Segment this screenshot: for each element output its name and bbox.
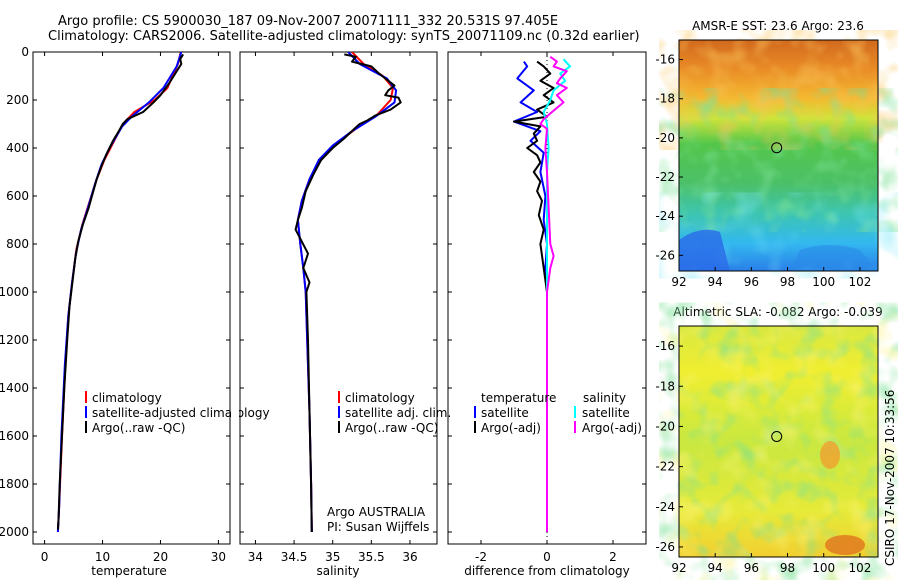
- sst-argo-location-marker: [771, 142, 783, 154]
- map-x-tick-label: 96: [744, 561, 759, 575]
- sla-argo-location-marker: [771, 431, 783, 442]
- sla-map-ticks: 92 94 96 98 100 102 -16 -18 -20 -22 -24 -26: [655, 339, 871, 575]
- y-tick-label: 200: [6, 93, 29, 107]
- x-tick-label: 10: [95, 550, 110, 564]
- map-x-tick-label: 96: [744, 275, 759, 289]
- sst-map-ticks: 92 94 96 98 100 102 -16 -18 -20 -22 -24 -26: [655, 53, 871, 289]
- series-line-argo-raw-qc-: [294, 53, 402, 533]
- difference-lines: [513, 55, 572, 532]
- map-y-tick-label: -22: [655, 170, 675, 184]
- map-y-tick-label: -26: [655, 540, 675, 554]
- series-line-argo-raw-qc-: [56, 53, 184, 530]
- y-tick-label: 1200: [0, 333, 29, 347]
- sla-map-frame: [678, 325, 879, 558]
- y-tick-label: 600: [6, 189, 29, 203]
- sst-map-frame: [678, 39, 879, 272]
- map-x-tick-label: 94: [708, 561, 723, 575]
- map-x-tick-label: 92: [671, 561, 686, 575]
- difference-xlabel: difference from climatology: [464, 564, 630, 578]
- x-tick-label: 35: [325, 550, 340, 564]
- legend-label-satellite: satellite adj. clim.: [345, 406, 451, 420]
- y-tick-label: 1800: [0, 477, 29, 491]
- legend-label-sal-satellite: satellite: [582, 406, 630, 420]
- figure-title-line1: Argo profile: CS 5900030_187 09-Nov-2007…: [58, 14, 559, 29]
- legend-label-argo: Argo(..raw -QC): [345, 421, 438, 435]
- salinity-lines: [294, 52, 402, 533]
- y-tick-label: 400: [6, 141, 29, 155]
- map-y-tick-label: -20: [655, 419, 675, 433]
- difference-legend: temperature satellite Argo(-adj) salinit…: [474, 391, 642, 435]
- legend-label-climatology: climatology: [345, 391, 415, 405]
- temperature-axes-frame: [32, 51, 231, 545]
- y-tick-label: 1000: [0, 285, 29, 299]
- map-y-tick-label: -16: [655, 339, 675, 353]
- map-y-tick-label: -24: [655, 209, 675, 223]
- map-x-tick-label: 100: [812, 275, 835, 289]
- x-tick-label: 2: [609, 550, 617, 564]
- difference-ticks: -2 0 2: [448, 51, 646, 564]
- map-y-tick-label: -24: [655, 500, 675, 514]
- y-tick-label: 800: [6, 237, 29, 251]
- temperature-lines: [56, 52, 184, 533]
- map-y-tick-label: -18: [655, 92, 675, 106]
- argo-annotation-line1: Argo AUSTRALIA: [327, 505, 426, 519]
- map-x-tick-label: 92: [671, 275, 686, 289]
- map-x-tick-label: 94: [708, 275, 723, 289]
- map-y-tick-label: -26: [655, 248, 675, 262]
- legend-label-climatology: climatology: [92, 391, 162, 405]
- x-tick-label: 0: [41, 550, 49, 564]
- legend-heading-temperature: temperature: [481, 391, 556, 405]
- series-line-salinity-argo-adj-: [539, 55, 568, 532]
- x-tick-label: 35.5: [358, 550, 385, 564]
- map-x-tick-label: 102: [848, 275, 871, 289]
- x-tick-label: 34.5: [281, 550, 308, 564]
- sst-map-title: AMSR-E SST: 23.6 Argo: 23.6: [692, 19, 864, 33]
- x-tick-label: 36: [402, 550, 417, 564]
- series-line-salinity-satellite: [542, 58, 572, 532]
- map-y-tick-label: -22: [655, 460, 675, 474]
- x-tick-label: 34: [248, 550, 263, 564]
- map-y-tick-label: -20: [655, 131, 675, 145]
- salinity-ticks: 34 34.5 35 35.5 36: [240, 51, 437, 564]
- temperature-legend: climatology satellite-adjusted climatolo…: [85, 391, 270, 435]
- sla-map-title: Altimetric SLA: -0.082 Argo: -0.039: [673, 305, 882, 319]
- map-x-tick-label: 98: [780, 275, 795, 289]
- y-tick-label: 2000: [0, 525, 29, 539]
- map-x-tick-label: 102: [848, 561, 871, 575]
- salinity-axes-frame: [239, 51, 438, 545]
- temperature-xlabel: temperature: [91, 564, 166, 578]
- x-tick-label: 20: [153, 550, 168, 564]
- legend-label-satellite: satellite-adjusted climatology: [92, 406, 270, 420]
- legend-heading-salinity: salinity: [583, 391, 626, 405]
- legend-label-sal-argo: Argo(-adj): [582, 421, 642, 435]
- legend-label-argo: Argo(..raw -QC): [92, 421, 185, 435]
- map-x-tick-label: 100: [812, 561, 835, 575]
- series-line-temperature-argo-adj-: [513, 60, 555, 532]
- temperature-ticks: 0 10 20 30 0 200 400 600 800 1000 1200 1400 1600 1800…: [0, 45, 230, 564]
- salinity-legend: climatology satellite adj. clim. Argo(..…: [338, 391, 451, 435]
- map-y-tick-label: -18: [655, 379, 675, 393]
- side-timestamp-label: CSIRO 17-Nov-2007 10:33:56: [883, 390, 897, 566]
- y-tick-label: 0: [21, 45, 29, 59]
- x-tick-label: 30: [211, 550, 226, 564]
- argo-annotation-line2: PI: Susan Wijffels: [327, 520, 429, 534]
- salinity-xlabel: salinity: [316, 564, 359, 578]
- y-tick-label: 1400: [0, 381, 29, 395]
- figure-title-line2: Climatology: CARS2006. Satellite-adjuste…: [48, 29, 640, 44]
- legend-label-temp-satellite: satellite: [481, 406, 529, 420]
- x-tick-label: 0: [543, 550, 551, 564]
- legend-label-temp-argo: Argo(-adj): [481, 421, 541, 435]
- sst-map-image: [679, 40, 878, 271]
- map-x-tick-label: 98: [780, 561, 795, 575]
- y-tick-label: 1600: [0, 429, 29, 443]
- map-y-tick-label: -16: [655, 53, 675, 67]
- x-tick-label: -2: [475, 550, 487, 564]
